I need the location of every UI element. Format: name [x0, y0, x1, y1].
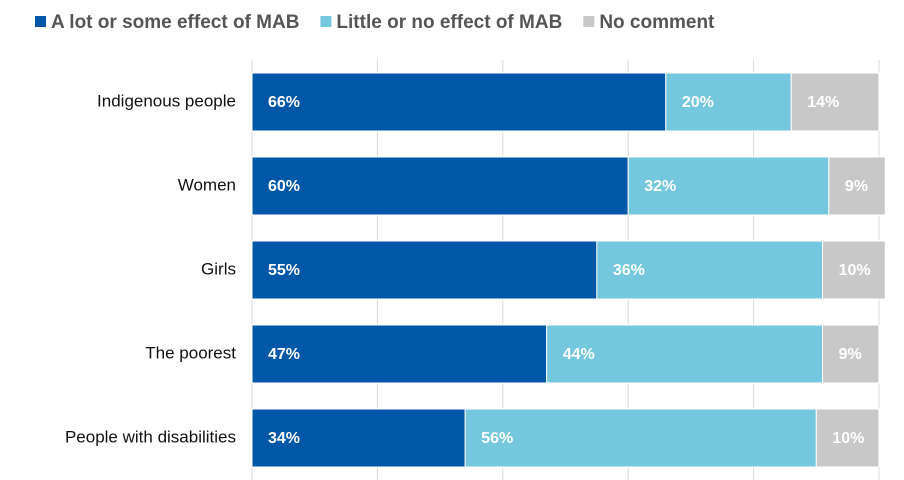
bar-segment [251, 324, 548, 384]
value-label: 66% [268, 94, 300, 111]
value-label: 9% [839, 346, 862, 363]
value-label: 44% [563, 346, 595, 363]
value-label: 9% [845, 178, 868, 195]
value-label: 60% [268, 178, 300, 195]
bar-segment [665, 72, 792, 132]
legend-label: Little or no effect of MAB [336, 12, 562, 33]
category-label: People with disabilities [65, 427, 236, 446]
bar-segment [251, 408, 466, 468]
bar-segment [464, 408, 817, 468]
category-label: Indigenous people [97, 91, 236, 110]
bar-segment [251, 156, 629, 216]
value-label: 55% [268, 262, 300, 279]
category-label: Women [178, 175, 236, 194]
category-label: The poorest [145, 343, 236, 362]
value-label: 32% [644, 178, 676, 195]
value-label: 14% [807, 94, 839, 111]
bar-segment [596, 240, 824, 300]
category-label: Girls [201, 259, 236, 278]
value-label: 47% [268, 346, 300, 363]
bar-segment [790, 72, 880, 132]
legend-swatch [583, 16, 595, 27]
value-label: 56% [481, 430, 513, 447]
legend-swatch [320, 16, 332, 27]
legend-swatch [35, 16, 46, 27]
legend-label: No comment [599, 12, 715, 33]
bar-segment [815, 408, 880, 468]
value-label: 36% [613, 262, 645, 279]
legend-label: A lot or some effect of MAB [51, 12, 299, 33]
value-label: 10% [839, 262, 871, 279]
bar-segment [251, 240, 598, 300]
bar-segment [251, 72, 667, 132]
value-label: 10% [832, 430, 864, 447]
value-label: 20% [682, 94, 714, 111]
bar-segment [822, 240, 886, 300]
value-label: 34% [268, 430, 300, 447]
bar-segment [822, 324, 880, 384]
bar-segment [828, 156, 886, 216]
bar-segment [546, 324, 824, 384]
